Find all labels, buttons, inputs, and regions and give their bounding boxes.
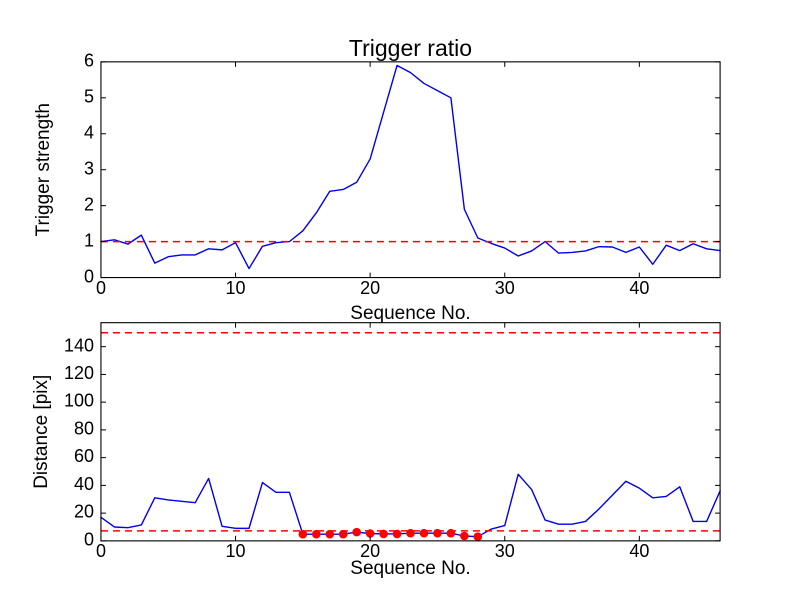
svg-text:30: 30 (495, 541, 515, 561)
svg-text:3: 3 (84, 159, 94, 179)
svg-text:20: 20 (360, 278, 380, 298)
svg-text:1: 1 (84, 231, 94, 251)
svg-text:6: 6 (84, 51, 94, 71)
svg-text:Trigger ratio: Trigger ratio (349, 35, 472, 61)
svg-text:5: 5 (84, 87, 94, 107)
svg-text:Sequence No.: Sequence No. (350, 303, 470, 324)
svg-text:80: 80 (74, 419, 94, 439)
svg-text:60: 60 (74, 446, 94, 466)
svg-text:40: 40 (629, 278, 649, 298)
svg-text:10: 10 (226, 278, 246, 298)
svg-text:10: 10 (226, 541, 246, 561)
svg-text:Distance [pix]: Distance [pix] (31, 375, 52, 489)
svg-text:0: 0 (96, 278, 106, 298)
svg-text:0: 0 (96, 541, 106, 561)
svg-text:Sequence No.: Sequence No. (350, 558, 470, 579)
svg-text:30: 30 (495, 278, 515, 298)
svg-text:40: 40 (74, 474, 94, 494)
svg-text:2: 2 (84, 195, 94, 215)
svg-text:0: 0 (84, 267, 94, 287)
svg-text:40: 40 (629, 541, 649, 561)
svg-text:120: 120 (64, 363, 94, 383)
svg-text:Trigger strength: Trigger strength (33, 103, 54, 236)
svg-text:140: 140 (64, 335, 94, 355)
svg-text:4: 4 (84, 123, 94, 143)
svg-text:20: 20 (74, 502, 94, 522)
svg-text:100: 100 (64, 391, 94, 411)
svg-text:0: 0 (84, 530, 94, 550)
